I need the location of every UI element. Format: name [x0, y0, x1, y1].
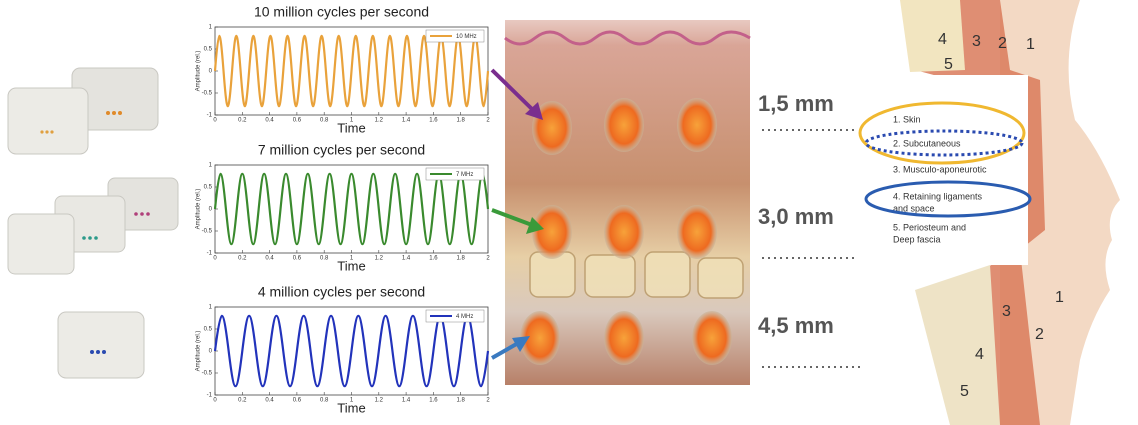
x-axis-label: Time	[337, 120, 365, 135]
legend-label: 10 MHz	[456, 34, 477, 40]
y-tick-label: -0.5	[202, 371, 213, 377]
x-tick-label: 1	[350, 118, 354, 124]
highlight	[864, 129, 1024, 157]
layer: 3. Musculo-aponeurotic	[893, 164, 987, 174]
x-tick-label: 1.6	[429, 118, 438, 124]
depth-label: 3,0 mm	[758, 204, 834, 229]
y-tick-label: 1	[209, 163, 213, 169]
x-tick-label: 1.4	[402, 118, 411, 124]
face-number: 5	[960, 383, 969, 400]
y-tick-label: -0.5	[202, 229, 213, 235]
x-tick-label: 0	[213, 118, 217, 124]
y-tick-label: 0	[209, 69, 213, 75]
face-number: 2	[998, 35, 1007, 52]
x-tick-label: 1.4	[402, 398, 411, 404]
layer: 5. Periosteum and	[893, 222, 966, 232]
x-tick-label: 2	[486, 398, 490, 404]
transducers	[7, 67, 179, 379]
legend-box	[425, 167, 485, 181]
y-tick-label: -0.5	[202, 91, 213, 97]
x-tick-label: 2	[486, 256, 490, 262]
x-tick-label: 1	[350, 256, 354, 262]
chart-title: 10 million cycles per second	[254, 4, 429, 20]
x-tick-label: 0.2	[238, 398, 247, 404]
y-axis-label: Amplitude (rel.)	[196, 331, 202, 372]
y-tick-label: 0.5	[204, 47, 213, 53]
face-numbers: 4 3 2 1 5 3 1 2 4 5	[938, 31, 1064, 400]
x-tick-label: 1.8	[457, 118, 466, 124]
y-tick-label: 1	[209, 305, 213, 311]
layer: and space	[893, 203, 935, 213]
chart-title: 7 million cycles per second	[258, 142, 425, 158]
depth-label: 4,5 mm	[758, 313, 834, 338]
y-tick-label: -1	[207, 113, 213, 119]
x-tick-label: 0.8	[320, 398, 329, 404]
layer: 1. Skin	[893, 114, 921, 124]
x-tick-label: 0.6	[293, 398, 302, 404]
y-tick-label: -1	[207, 393, 213, 399]
face-number: 5	[944, 56, 953, 73]
x-tick-label: 1.4	[402, 256, 411, 262]
face-number: 3	[1002, 303, 1011, 320]
x-tick-label: 1.6	[429, 398, 438, 404]
x-axis-label: Time	[337, 258, 365, 273]
layer-legend: 1. Skin 2. Subcutaneous 3. Musculo-apone…	[893, 114, 987, 244]
x-tick-label: 0.8	[320, 118, 329, 124]
face-number: 1	[1026, 36, 1035, 53]
highlight	[858, 101, 1026, 165]
layer: Deep fascia	[893, 234, 941, 244]
x-tick-label: 2	[486, 118, 490, 124]
y-tick-label: 1	[209, 25, 213, 31]
arrows	[490, 68, 544, 360]
face-number: 4	[975, 346, 984, 363]
y-axis-label: Amplitude (rel.)	[196, 189, 202, 230]
x-axis-label: Time	[337, 400, 365, 415]
y-tick-label: 0.5	[204, 185, 213, 191]
x-tick-label: 0.8	[320, 256, 329, 262]
x-tick-label: 0.4	[265, 398, 274, 404]
x-tick-label: 0.2	[238, 118, 247, 124]
face-number: 2	[1035, 326, 1044, 343]
face-illustration	[858, 0, 1120, 425]
y-tick-label: 0	[209, 349, 213, 355]
x-tick-label: 1.2	[375, 118, 384, 124]
depth-lines	[762, 129, 862, 368]
x-tick-label: 1.6	[429, 256, 438, 262]
legend-box	[425, 29, 485, 43]
face-number: 4	[938, 31, 947, 48]
tissue-image	[504, 20, 751, 385]
legend-label: 7 MHz	[456, 172, 473, 178]
x-tick-label: 1.2	[375, 398, 384, 404]
x-tick-label: 0.4	[265, 256, 274, 262]
x-tick-label: 0.4	[265, 118, 274, 124]
x-tick-label: 0.6	[293, 118, 302, 124]
focal-points	[520, 98, 732, 365]
chart-title: 4 million cycles per second	[258, 284, 425, 300]
legend-label: 4 MHz	[456, 314, 473, 320]
face-number: 3	[972, 33, 981, 50]
layer: 4. Retaining ligaments	[893, 191, 983, 201]
x-tick-label: 1	[350, 398, 354, 404]
x-tick-label: 0.2	[238, 256, 247, 262]
face-number: 1	[1055, 289, 1064, 306]
y-axis-label: Amplitude (rel.)	[196, 51, 202, 92]
x-tick-label: 1.2	[375, 256, 384, 262]
layer: 2. Subcutaneous	[893, 138, 961, 148]
y-tick-label: 0	[209, 207, 213, 213]
x-tick-label: 0	[213, 256, 217, 262]
highlight	[864, 180, 1032, 218]
y-tick-label: 0.5	[204, 327, 213, 333]
x-tick-label: 0.6	[293, 256, 302, 262]
depth-label: 1,5 mm	[758, 91, 834, 116]
legend-box	[425, 309, 485, 323]
wave	[213, 172, 490, 246]
x-tick-label: 0	[213, 398, 217, 404]
x-tick-label: 1.8	[457, 398, 466, 404]
x-tick-label: 1.8	[457, 256, 466, 262]
y-tick-label: -1	[207, 251, 213, 257]
